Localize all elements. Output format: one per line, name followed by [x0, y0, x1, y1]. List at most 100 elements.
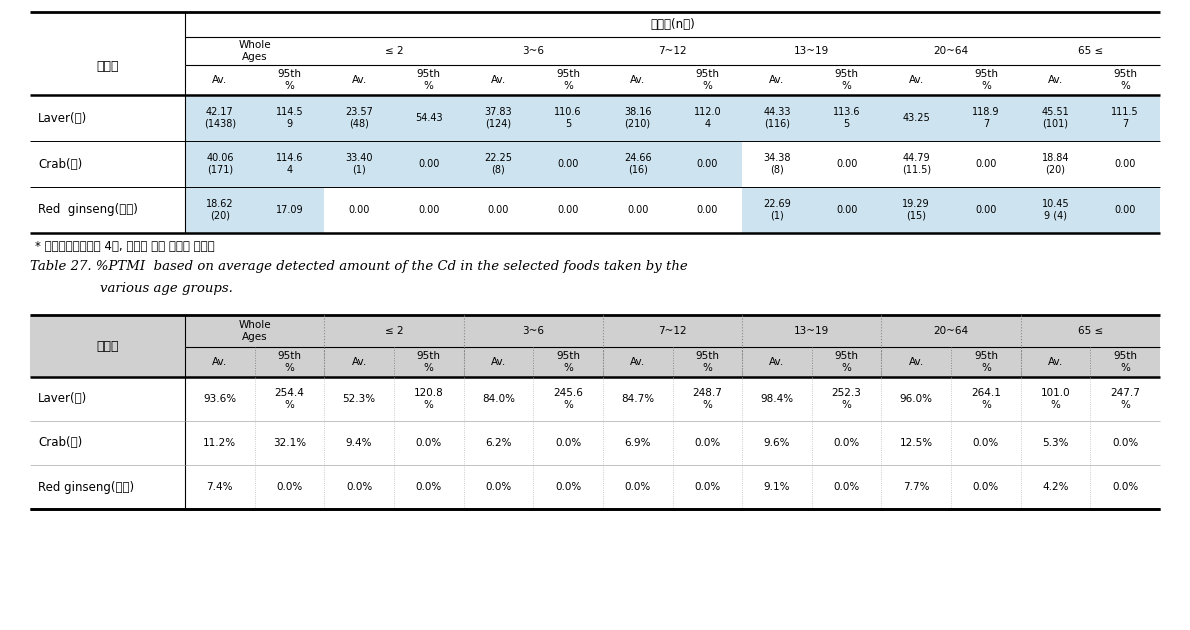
Text: 114.6
4: 114.6 4 [276, 153, 303, 175]
Bar [394, 347, 464, 377]
Bar [882, 315, 1021, 347]
Bar [672, 465, 743, 509]
Bar [1090, 95, 1160, 141]
Text: 13~19: 13~19 [794, 326, 829, 336]
Bar [533, 141, 603, 187]
Bar [1021, 65, 1090, 95]
Text: 38.16
(210): 38.16 (210) [624, 107, 651, 129]
Text: Table 27. %PTMI  based on average detected amount of the Cd in the selected food: Table 27. %PTMI based on average detecte… [30, 260, 688, 273]
Text: 95th
%: 95th % [277, 69, 301, 91]
Bar [812, 377, 882, 421]
Text: 0.0%: 0.0% [415, 438, 441, 448]
Bar [394, 187, 464, 233]
Text: 11.2%: 11.2% [203, 438, 237, 448]
Text: 65 ≤: 65 ≤ [1078, 46, 1103, 56]
Text: Red  ginseng(홍삼): Red ginseng(홍삼) [38, 203, 138, 217]
Text: 3~6: 3~6 [522, 326, 544, 336]
Bar [30, 315, 184, 347]
Bar [743, 347, 812, 377]
Bar [464, 377, 533, 421]
Bar [394, 95, 464, 141]
Text: 0.00: 0.00 [1115, 159, 1136, 169]
Text: Laver(김): Laver(김) [38, 392, 87, 406]
Text: 0.0%: 0.0% [1111, 438, 1139, 448]
Text: 95th
%: 95th % [973, 351, 998, 373]
Bar [951, 141, 1021, 187]
Text: Av.: Av. [909, 75, 923, 85]
Text: 식품명: 식품명 [96, 59, 119, 72]
Bar [1090, 347, 1160, 377]
Text: 54.43: 54.43 [415, 113, 443, 123]
Bar [533, 347, 603, 377]
Text: 245.6
%: 245.6 % [553, 388, 583, 410]
Text: Av.: Av. [490, 357, 506, 367]
Bar [743, 37, 882, 65]
Bar [882, 465, 951, 509]
Bar [1090, 187, 1160, 233]
Bar [1090, 377, 1160, 421]
Bar [1021, 421, 1090, 465]
Bar [30, 377, 1160, 421]
Text: Av.: Av. [1048, 75, 1063, 85]
Text: 0.0%: 0.0% [833, 482, 859, 492]
Bar [464, 347, 533, 377]
Bar [743, 421, 812, 465]
Bar [325, 347, 394, 377]
Text: Av.: Av. [351, 75, 367, 85]
Text: Av.: Av. [630, 75, 645, 85]
Text: 0.0%: 0.0% [555, 482, 581, 492]
Text: Av.: Av. [630, 357, 645, 367]
Text: ≤ 2: ≤ 2 [384, 326, 403, 336]
Bar [1090, 65, 1160, 95]
Bar [672, 187, 743, 233]
Bar [672, 347, 743, 377]
Bar [464, 421, 533, 465]
Text: Av.: Av. [490, 75, 506, 85]
Bar [464, 141, 533, 187]
Bar [812, 465, 882, 509]
Bar [394, 65, 464, 95]
Text: 112.0
4: 112.0 4 [694, 107, 721, 129]
Text: 65 ≤: 65 ≤ [1078, 326, 1103, 336]
Bar [1021, 187, 1090, 233]
Text: 37.83
(124): 37.83 (124) [484, 107, 512, 129]
Bar [464, 95, 533, 141]
Bar [672, 421, 743, 465]
Bar [812, 95, 882, 141]
Bar [255, 347, 325, 377]
Text: 식품명: 식품명 [96, 340, 119, 353]
Bar [325, 95, 394, 141]
Bar [882, 141, 951, 187]
Text: 84.7%: 84.7% [621, 394, 655, 404]
Bar [325, 315, 464, 347]
Text: 111.5
7: 111.5 7 [1111, 107, 1139, 129]
Bar [1021, 465, 1090, 509]
Text: Av.: Av. [1048, 357, 1063, 367]
Text: 93.6%: 93.6% [203, 394, 237, 404]
Bar [603, 465, 672, 509]
Text: 264.1
%: 264.1 % [971, 388, 1001, 410]
Text: 7.7%: 7.7% [903, 482, 929, 492]
Bar [533, 65, 603, 95]
Text: 95th
%: 95th % [695, 69, 719, 91]
Bar [184, 465, 255, 509]
Text: 0.0%: 0.0% [694, 482, 720, 492]
Text: Whole
Ages: Whole Ages [238, 40, 271, 62]
Bar [533, 421, 603, 465]
Bar [672, 65, 743, 95]
Text: Whole
Ages: Whole Ages [238, 320, 271, 342]
Text: 120.8
%: 120.8 % [414, 388, 444, 410]
Bar [672, 95, 743, 141]
Text: 98.4%: 98.4% [760, 394, 794, 404]
Text: 44.79
(11.5): 44.79 (11.5) [902, 153, 931, 175]
Bar [184, 37, 325, 65]
Bar [951, 95, 1021, 141]
Text: Av.: Av. [770, 75, 784, 85]
Bar [394, 377, 464, 421]
Text: 0.00: 0.00 [418, 159, 439, 169]
Text: 40.06
(171): 40.06 (171) [206, 153, 233, 175]
Bar [882, 347, 951, 377]
Text: 3~6: 3~6 [522, 46, 544, 56]
Bar [533, 377, 603, 421]
Bar [1090, 465, 1160, 509]
